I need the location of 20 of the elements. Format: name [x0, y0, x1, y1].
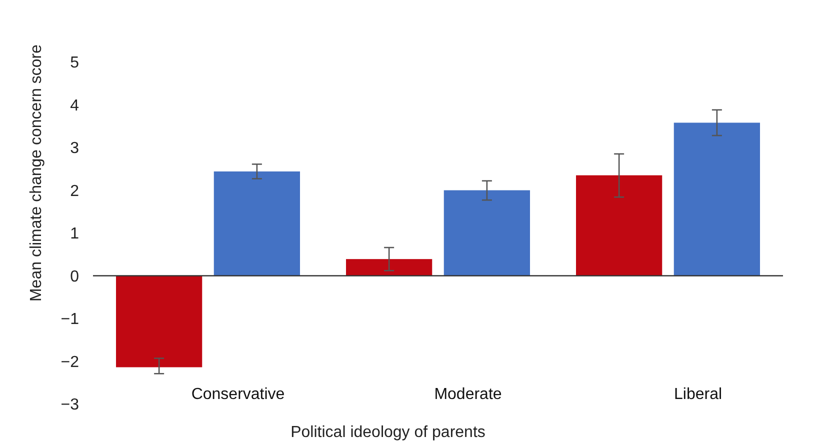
- x-axis-title: Political ideology of parents: [290, 424, 486, 441]
- y-tick-label: 0: [70, 268, 80, 286]
- bar: [214, 171, 300, 276]
- y-tick-label: 3: [70, 140, 80, 158]
- y-tick-label: 5: [70, 54, 80, 72]
- bar: [674, 122, 760, 276]
- x-tick-label: Liberal: [674, 386, 722, 403]
- bar: [116, 276, 202, 368]
- x-tick-label: Moderate: [434, 386, 502, 403]
- y-tick-label: 1: [70, 226, 80, 243]
- y-tick-label: −1: [60, 311, 80, 328]
- y-tick-label: 2: [70, 182, 80, 200]
- y-tick-label: −3: [60, 396, 80, 414]
- y-tick-label: −2: [60, 354, 80, 371]
- y-axis-title: Mean climate change concern score: [28, 44, 45, 302]
- y-tick-label: 4: [70, 97, 80, 114]
- x-tick-label: Conservative: [191, 386, 285, 403]
- bar: [444, 190, 530, 276]
- bar: [576, 175, 662, 276]
- bar: [346, 259, 432, 276]
